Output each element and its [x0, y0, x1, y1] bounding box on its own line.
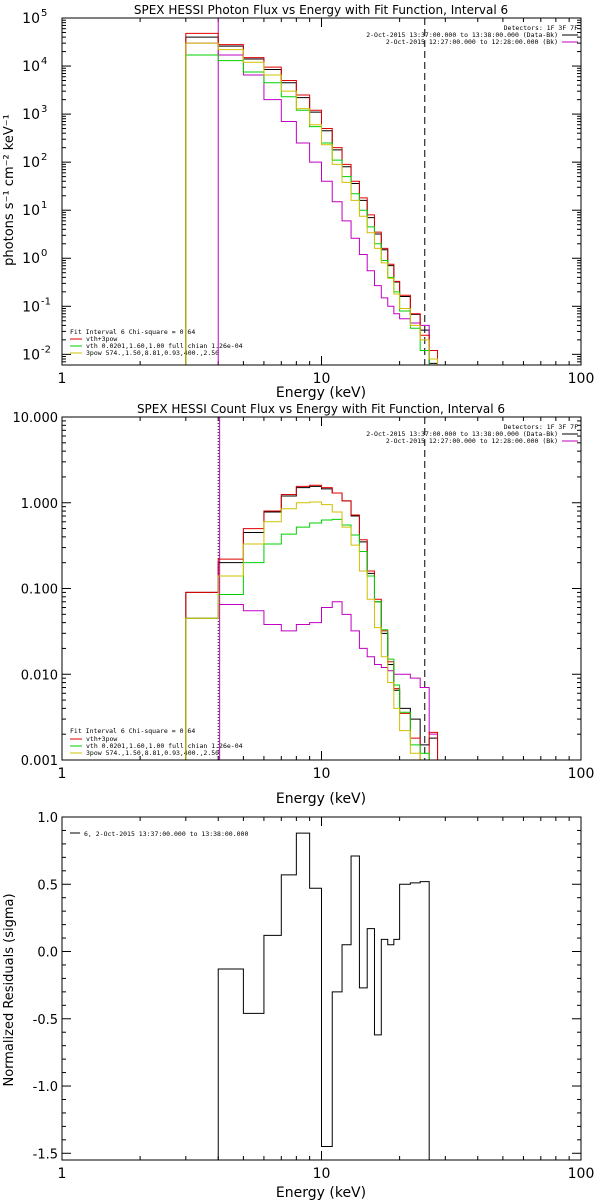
y-tick-label: -1.5: [33, 1147, 58, 1162]
y-tick-label: 10: [22, 11, 40, 27]
series-vth: [185, 54, 430, 365]
count-legend-fit-entry-vth: vth 0.0201,1.60,1.00 full chian 1.26e-04: [86, 742, 243, 750]
count-flux-title: SPEX HESSI Count Flux vs Energy with Fit…: [137, 402, 505, 416]
photon-legend-fit-entry-vth: vth 0.0201,1.60,1.00 full chian 1.26e-04: [86, 342, 243, 350]
series-bk: [185, 601, 439, 760]
residuals-xlabel: Energy (keV): [276, 1185, 366, 1200]
y-tick-label: -1.0: [33, 1080, 58, 1095]
y-tick-exponent: 1: [41, 200, 47, 211]
photon-flux-xlabel: Energy (keV): [276, 385, 366, 401]
y-tick-label: 0.5: [37, 878, 58, 893]
y-tick-exponent: 3: [41, 104, 47, 115]
plot-area-3: 1 10 100 1.0 0.5 0.0 -0.5 -1.0 -1.5: [33, 811, 595, 1182]
y-tick-label: 10: [22, 347, 40, 363]
series-3pow: [185, 501, 430, 760]
x-tick-label: 100: [568, 1166, 595, 1182]
photon-flux-panel: SPEX HESSI Photon Flux vs Energy with Fi…: [2, 3, 578, 401]
photon-legend-fit-title: Fit Interval 6 Chi-square = 0.64: [70, 328, 195, 336]
series-group: [185, 32, 439, 365]
count-legend-fit-title: Fit Interval 6 Chi-square = 0.64: [70, 727, 195, 735]
count-legend-top-title: Detectors: 1F 3F 7F: [504, 423, 578, 431]
y-tick-label: 1.0: [37, 811, 58, 826]
series-vth-3pow: [185, 32, 439, 365]
series-bk: [185, 42, 439, 365]
x-tick-label: 10: [313, 1166, 331, 1182]
photon-legend-top-entry-bk: 2-Oct-2015 12:27:00.000 to 12:28:00.000 …: [386, 38, 558, 46]
photon-flux-ylabel: photons s⁻¹ cm⁻² keV⁻¹: [2, 114, 17, 266]
y-tick-label: -0.5: [33, 1013, 58, 1028]
plot-area-2: 1 10 100 0.001 0.010 0.100 1.000 10.000: [13, 411, 595, 782]
count-legend-fit-entry-total: vth+3pow: [86, 735, 117, 743]
series-3pow: [185, 42, 439, 365]
y-tick-label: 10: [22, 155, 40, 171]
plot-frame: [61, 416, 582, 761]
y-tick-label: 10.000: [13, 411, 59, 426]
x-tick-label: 1: [58, 766, 67, 782]
y-tick-exponent: 5: [41, 8, 47, 19]
x-tick-label: 100: [568, 371, 595, 387]
series-vth-3pow: [185, 484, 439, 760]
y-tick-label: 10: [22, 59, 40, 75]
plot-frame: [61, 816, 582, 1161]
count-flux-panel: SPEX HESSI Count Flux vs Energy with Fit…: [70, 402, 578, 807]
y-tick-exponent: -2: [41, 344, 51, 355]
x-tick-label: 1: [58, 371, 67, 387]
photon-legend-fit-entry-3pow: 3pow 574.,1.50,8.81,0.93,400.,2.50: [86, 349, 219, 357]
series-vth: [185, 518, 430, 760]
y-tick-label: 0.0: [37, 946, 58, 961]
count-legend-top-entry-data: 2-Oct-2015 13:37:00.000 to 13:38:00.000 …: [366, 430, 558, 438]
residuals-panel: Normalized Residuals (sigma) Energy (keV…: [2, 830, 366, 1200]
series-data-bk: [185, 36, 439, 365]
y-tick-exponent: 2: [41, 152, 47, 163]
residuals-ylabel: Normalized Residuals (sigma): [2, 893, 17, 1086]
count-legend-fit-entry-3pow: 3pow 574.,1.50,8.81,0.93,400.,2.50: [86, 749, 219, 757]
y-tick-label: 0.010: [21, 668, 58, 683]
count-legend-top-entry-bk: 2-Oct-2015 12:27:00.000 to 12:28:00.000 …: [386, 437, 558, 445]
x-tick-label: 10: [313, 371, 331, 387]
photon-legend-top-title: Detectors: 1F 3F 7F: [504, 24, 578, 32]
count-flux-xlabel: Energy (keV): [276, 791, 366, 807]
residuals-legend-entry: 6, 2-Oct-2015 13:37:00.000 to 13:38:00.0…: [84, 830, 248, 838]
series-6: [217, 832, 430, 1160]
y-tick-exponent: 4: [41, 56, 47, 67]
series-group: [185, 484, 439, 760]
photon-flux-title: SPEX HESSI Photon Flux vs Energy with Fi…: [134, 3, 508, 17]
x-tick-label: 10: [313, 766, 331, 782]
y-tick-label: 0.100: [21, 583, 58, 598]
y-tick-label: 0.001: [21, 754, 58, 769]
y-tick-label: 10: [22, 299, 40, 315]
x-tick-label: 1: [58, 1166, 67, 1182]
y-tick-label: 10: [22, 107, 40, 123]
x-tick-label: 100: [568, 766, 595, 782]
y-tick-label: 10: [22, 203, 40, 219]
photon-legend-top-entry-data: 2-Oct-2015 13:37:00.000 to 13:38:00.000 …: [366, 31, 558, 39]
series-group: [217, 832, 430, 1160]
y-tick-exponent: -1: [41, 296, 51, 307]
y-tick-exponent: 0: [41, 248, 47, 259]
series-data-bk: [185, 485, 439, 760]
plot-frame: [61, 17, 582, 366]
y-tick-label: 1.000: [21, 497, 58, 512]
photon-legend-fit-entry-total: vth+3pow: [86, 335, 117, 343]
y-tick-label: 10: [22, 251, 40, 267]
